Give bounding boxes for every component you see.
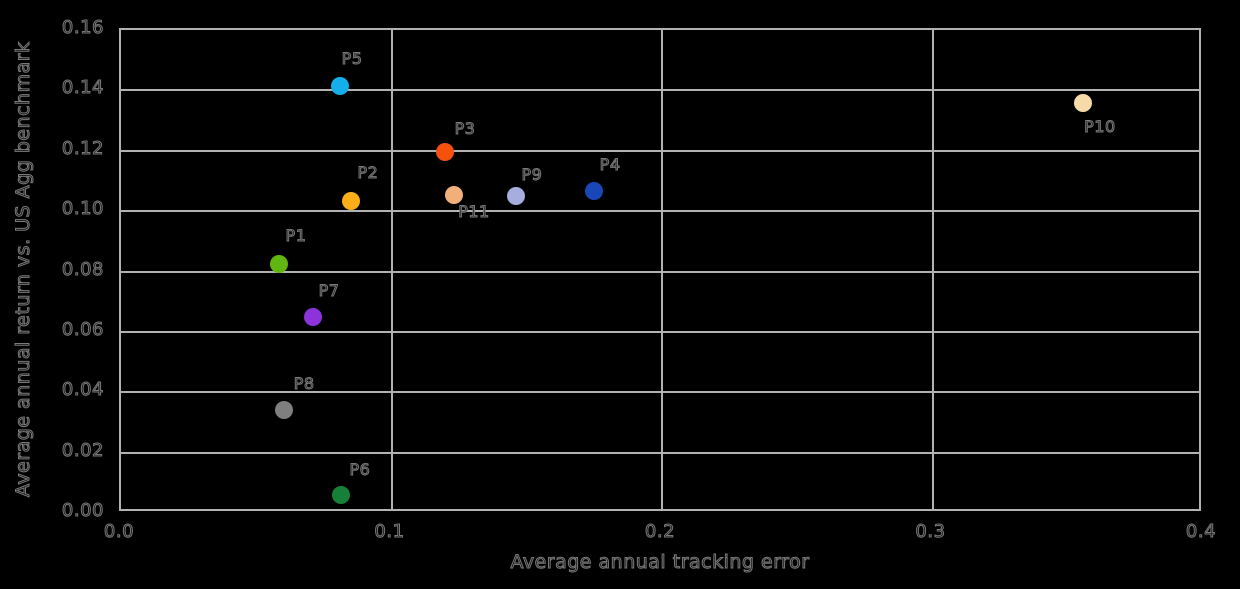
y-tick-label: 0.04	[61, 379, 104, 401]
data-point-p8	[275, 401, 294, 420]
data-point-p7	[304, 308, 323, 327]
y-tick-label: 0.00	[61, 500, 104, 522]
point-label-p9: P9	[521, 165, 543, 185]
y-tick-label: 0.16	[61, 17, 104, 39]
y-tick-label: 0.08	[61, 258, 104, 280]
grid-line-horizontal	[121, 89, 1199, 92]
point-label-p8: P8	[293, 374, 315, 394]
grid-line-vertical	[390, 30, 393, 509]
point-label-p2: P2	[357, 163, 379, 183]
grid-line-horizontal	[121, 330, 1199, 333]
point-label-p3: P3	[454, 119, 476, 139]
point-label-p7: P7	[318, 281, 340, 301]
point-label-p10: P10	[1084, 117, 1116, 137]
x-tick-label: 0.3	[915, 521, 946, 542]
y-tick-label: 0.06	[61, 318, 104, 340]
x-tick-label: 0.1	[374, 521, 405, 542]
data-point-p10	[1073, 94, 1092, 113]
point-label-p4: P4	[599, 155, 621, 175]
data-point-p2	[341, 192, 360, 211]
data-point-p1	[269, 254, 288, 273]
grid-line-horizontal	[121, 270, 1199, 273]
x-tick-label: 0.0	[103, 521, 135, 542]
x-tick-label: 0.4	[1185, 521, 1217, 542]
y-tick-label: 0.14	[61, 77, 104, 99]
data-point-p11	[444, 186, 463, 205]
point-label-p11: P11	[458, 202, 490, 222]
data-point-p5	[331, 77, 350, 96]
data-point-p4	[585, 181, 604, 200]
data-point-p6	[331, 485, 350, 504]
data-point-p3	[436, 142, 455, 161]
x-axis-label: Average annual tracking error	[510, 551, 810, 574]
y-tick-label: 0.10	[61, 198, 104, 220]
grid-line-vertical	[931, 30, 934, 509]
grid-line-horizontal	[121, 149, 1199, 152]
point-label-p1: P1	[285, 226, 307, 246]
grid-line-horizontal	[121, 210, 1199, 213]
grid-line-horizontal	[121, 391, 1199, 394]
point-label-p5: P5	[341, 49, 363, 69]
plot-area: P1 P2 P3 P4 P5 P6 P7 P8 P9 P10 P11	[119, 28, 1201, 511]
point-label-p6: P6	[349, 460, 371, 480]
data-point-p9	[506, 187, 525, 206]
grid-line-vertical	[661, 30, 663, 509]
x-tick-label: 0.2	[644, 521, 676, 542]
grid-line-horizontal	[121, 451, 1199, 454]
y-tick-label: 0.02	[61, 439, 104, 461]
y-tick-label: 0.12	[61, 137, 104, 159]
